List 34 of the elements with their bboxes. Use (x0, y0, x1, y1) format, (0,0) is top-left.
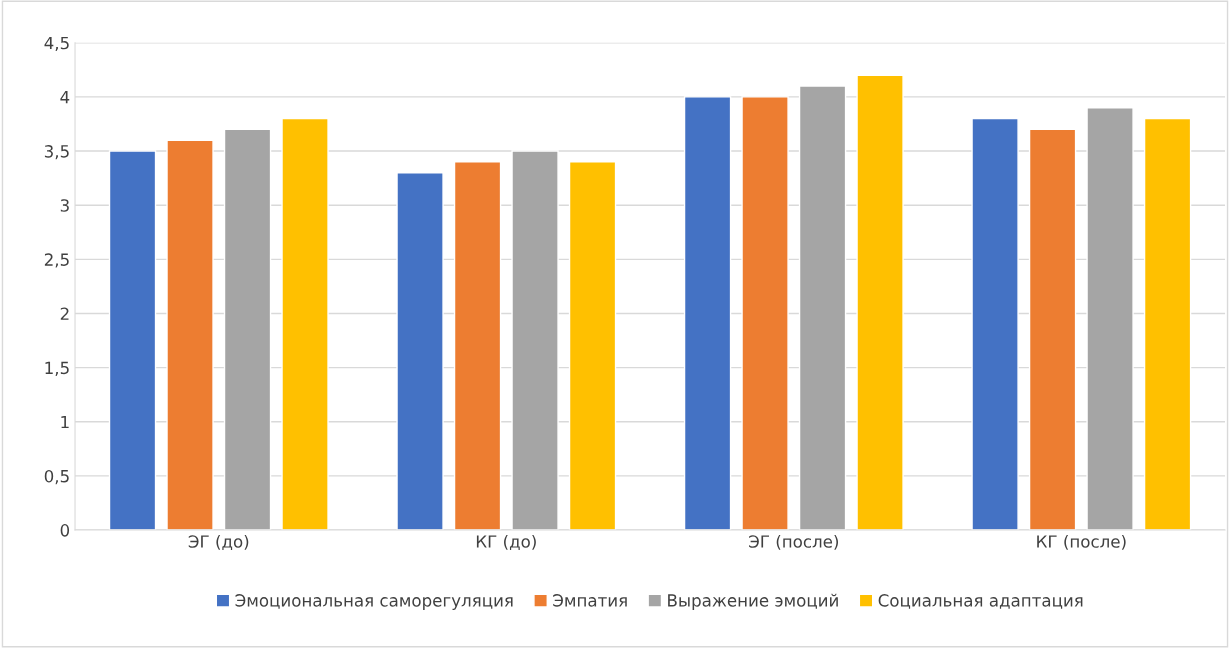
y-tick-label: 4,5 (44, 36, 69, 52)
bar (971, 117, 1019, 531)
y-tick-label: 1,5 (45, 361, 69, 376)
legend-label: Социальная адаптация (878, 594, 1083, 609)
bar (511, 150, 559, 531)
bar (741, 96, 789, 531)
bar (568, 161, 617, 531)
x-tick-label: ЭГ (после) (749, 534, 839, 550)
bar (166, 139, 214, 531)
bar (281, 117, 329, 531)
bar (856, 74, 904, 531)
y-tick-label: 3,5 (44, 145, 69, 160)
legend-label: Эмпатия (553, 594, 627, 607)
bar (396, 172, 444, 531)
y-tick-label: 0 (60, 524, 70, 537)
legend-label: Выражение эмоций (668, 593, 838, 610)
legend-label: Эмоциональная саморегуляция (235, 594, 513, 610)
bar (223, 128, 272, 531)
bar (1086, 107, 1134, 531)
bar (1028, 128, 1077, 531)
bar (683, 96, 732, 531)
y-tick-label: 4 (60, 91, 70, 104)
bar (108, 150, 157, 531)
y-tick-label: 0,5 (44, 469, 69, 485)
x-tick-label: ЭГ (до) (188, 534, 249, 550)
x-tick-label: КГ (после) (1037, 534, 1126, 550)
x-tick-label: КГ (до) (476, 534, 536, 550)
y-tick-label: 1 (61, 415, 69, 429)
bar (453, 161, 502, 531)
y-tick-label: 2 (60, 307, 69, 320)
bar (798, 85, 847, 531)
y-tick-label: 2,5 (44, 253, 69, 268)
y-tick-label: 3 (60, 199, 69, 212)
bar (1143, 117, 1192, 531)
